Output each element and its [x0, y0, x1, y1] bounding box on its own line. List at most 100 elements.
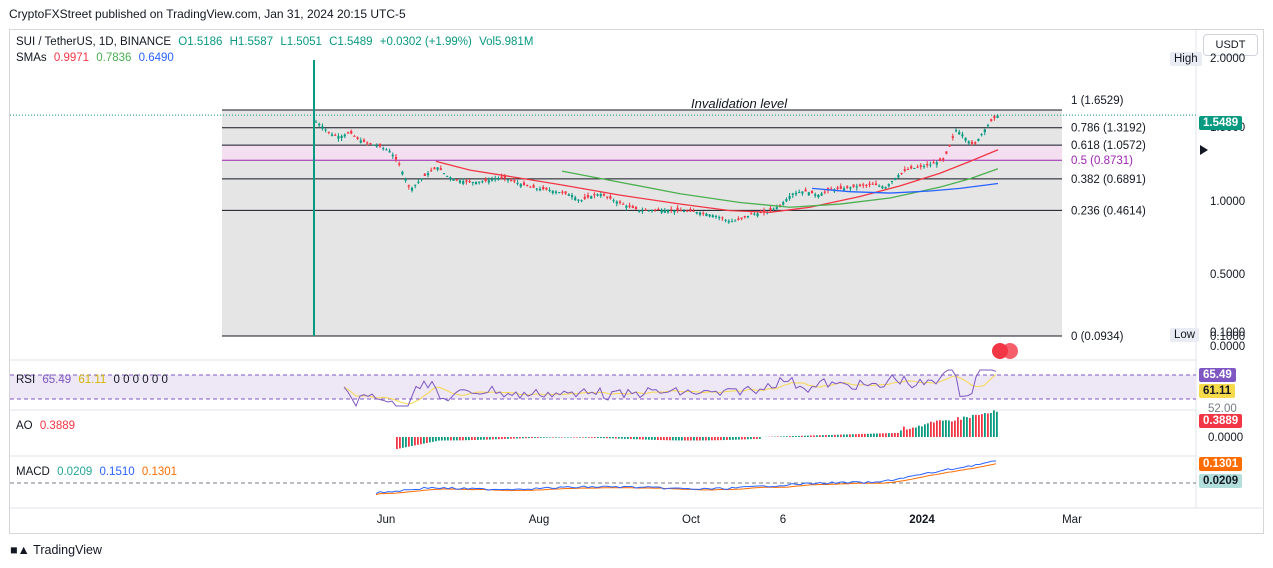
candle-body [894, 177, 897, 180]
candle-body [929, 164, 932, 166]
candle-body [519, 184, 522, 187]
candle-body [849, 187, 852, 189]
ao-bar [858, 434, 860, 437]
candle-body [743, 215, 746, 218]
candle-body [471, 181, 474, 183]
candle-body [986, 125, 990, 127]
ao-bar [813, 435, 815, 437]
ao-value: 0.3889 [39, 420, 76, 432]
high-value: H1.5587 [229, 36, 274, 48]
ao-bar [471, 437, 473, 441]
current-price-tag: 1.5489 [1199, 116, 1243, 130]
candle-body [868, 183, 871, 186]
ao-bar [729, 437, 731, 440]
ao-bar [417, 437, 419, 445]
ao-bar [516, 437, 518, 439]
time-axis-label: Oct [682, 514, 701, 526]
candle-body [734, 220, 737, 222]
candle-body [388, 150, 391, 153]
candle-body [791, 193, 794, 195]
ao-bar [939, 420, 941, 437]
macd-legend[interactable]: MACD 0.0209 0.1510 0.1301 [16, 466, 181, 478]
ao-bar [606, 437, 608, 439]
candle-body [375, 145, 378, 147]
candle-body [727, 221, 730, 223]
ao-bar [564, 437, 566, 438]
ao-bar [960, 419, 962, 437]
ao-bar [798, 435, 800, 437]
candle-body [881, 186, 884, 189]
ao-bar [726, 437, 728, 440]
close-value: C1.5489 [329, 36, 373, 48]
candle-body [858, 184, 862, 186]
fib-level-label: 0.786 (1.3192) [1071, 123, 1146, 135]
currency-button[interactable]: USDT [1203, 34, 1258, 56]
candle-body [647, 210, 650, 212]
sma-1-value: 0.9971 [53, 52, 90, 64]
ao-bar [645, 437, 647, 440]
candle-body [529, 186, 532, 188]
ao-bar [840, 434, 842, 437]
ao-bar [480, 437, 482, 440]
fib-level-label: 0.5 (0.8731) [1071, 155, 1133, 167]
publisher-header: CryptoFXStreet published on TradingView.… [9, 7, 406, 21]
candle-body [522, 182, 526, 186]
candle-body [702, 212, 705, 214]
candle-body [391, 154, 394, 157]
change-value: +0.0302 (+1.99%) [379, 36, 472, 48]
candle-body [948, 144, 951, 147]
fib-zone [222, 145, 1062, 161]
ao-bar [456, 437, 458, 441]
candle-body [442, 173, 446, 175]
candle-body [823, 191, 826, 193]
candle-body [500, 176, 503, 178]
macd-hist-value: 0.0209 [57, 466, 93, 478]
ao-bar [591, 437, 593, 438]
candle-body [484, 178, 487, 182]
ao-bar [579, 437, 581, 438]
candle-body [398, 163, 401, 165]
symbol-name[interactable]: SUI / TetherUS, 1D, BINANCE [16, 36, 172, 48]
candle-body [983, 129, 986, 133]
ao-bar [408, 437, 410, 447]
candle-body [705, 213, 708, 217]
candle-body [570, 195, 574, 198]
macd-signal-tag: 0.1301 [1199, 457, 1243, 471]
ao-bar [612, 437, 614, 439]
candle-body [769, 207, 772, 211]
ao-bar [450, 437, 452, 441]
open-value: O1.5186 [178, 36, 223, 48]
candle-body [890, 181, 894, 183]
sma-legend[interactable]: SMAs 0.9971 0.7836 0.6490 [16, 52, 178, 64]
candle-body [433, 167, 436, 170]
tradingview-logo[interactable]: ■▲ TradingView [10, 543, 102, 557]
rsi-legend[interactable]: RSI 65.49 61.11 0 0 0 0 0 0 [16, 374, 172, 386]
candle-body [481, 181, 484, 183]
candle-body [718, 217, 721, 219]
candle-body [814, 194, 817, 196]
ao-bar [495, 437, 497, 440]
candle-body [362, 139, 366, 142]
ao-bar [573, 437, 575, 438]
candle-body [490, 179, 494, 181]
candle-body [506, 179, 510, 181]
ao-legend[interactable]: AO 0.3889 [16, 420, 79, 432]
ao-bar [897, 432, 899, 437]
event-flag-icon [1002, 343, 1018, 359]
candle-body [513, 180, 516, 182]
ao-bar [822, 435, 824, 437]
candle-body [378, 144, 382, 147]
candle-body [964, 137, 967, 141]
ao-label: AO [16, 420, 33, 432]
ao-bar [540, 437, 542, 438]
candle-body [580, 200, 583, 202]
candle-body [318, 123, 321, 126]
rsi-line [343, 369, 997, 408]
ao-bar [681, 437, 683, 441]
candle-body [916, 166, 919, 168]
candle-body [468, 180, 471, 183]
price-axis-tick: 2.0000 [1210, 53, 1245, 65]
ao-bar [936, 420, 938, 437]
candle-body [628, 205, 631, 207]
